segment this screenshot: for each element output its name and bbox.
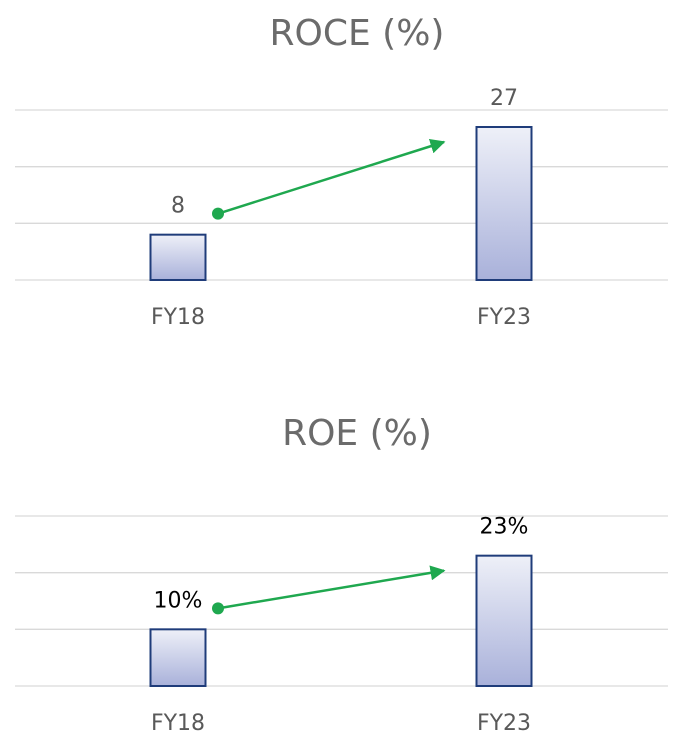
arrow-dot <box>212 602 224 615</box>
x-tick-label: FY23 <box>477 305 531 330</box>
bar <box>475 126 533 281</box>
bar <box>149 628 207 687</box>
data-label: 23% <box>480 515 529 540</box>
trend-arrow <box>217 565 446 610</box>
chart-title: ROE (%) <box>282 413 432 454</box>
trend-arrow <box>217 138 446 215</box>
data-label: 10% <box>154 588 203 613</box>
bar <box>149 233 207 282</box>
chart-title: ROCE (%) <box>270 13 445 54</box>
data-label: 8 <box>171 194 185 219</box>
data-label: 27 <box>490 86 518 111</box>
x-tick-label: FY18 <box>151 305 205 330</box>
x-tick-label: FY23 <box>477 711 531 736</box>
x-tick-label: FY18 <box>151 711 205 736</box>
bar <box>475 554 533 688</box>
arrow-dot <box>212 207 224 220</box>
